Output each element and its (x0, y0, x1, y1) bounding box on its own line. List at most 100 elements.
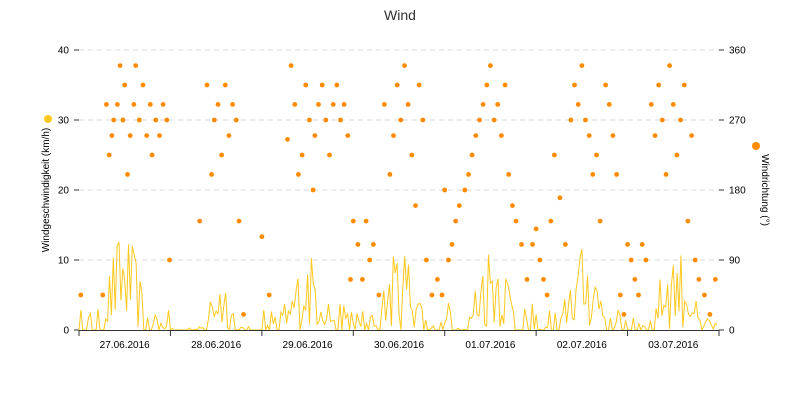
direction-point (548, 218, 554, 224)
direction-point (453, 218, 459, 224)
direction-point (462, 187, 468, 193)
legend (44, 115, 760, 150)
x-tick-label: 03.07.2016 (648, 340, 698, 351)
direction-point (544, 292, 550, 298)
direction-point (617, 292, 623, 298)
direction-point (449, 242, 455, 247)
direction-point (147, 102, 153, 107)
direction-point (663, 172, 669, 177)
direction-point (502, 82, 508, 88)
direction-point (563, 242, 568, 247)
legend-direction-marker (752, 142, 760, 150)
direction-point (222, 82, 228, 88)
grid-lines (79, 49, 719, 261)
direction-point (104, 102, 109, 107)
direction-point (442, 187, 448, 193)
y-left-tick-label: 40 (58, 46, 70, 57)
direction-point (510, 203, 515, 209)
direction-point (348, 277, 353, 282)
direction-point (376, 292, 382, 298)
direction-point (398, 117, 404, 123)
direction-point (685, 218, 691, 224)
direction-point (621, 312, 627, 317)
direction-point (469, 152, 475, 158)
direction-point (429, 292, 435, 298)
y-left-tick-label: 0 (63, 326, 69, 337)
direction-point (350, 218, 356, 224)
direction-point (537, 257, 543, 263)
direction-point (484, 82, 490, 88)
direction-point (667, 63, 672, 68)
direction-point (541, 277, 546, 282)
speed-line (78, 241, 718, 332)
x-tick-label: 01.07.2016 (465, 340, 515, 351)
direction-point (439, 292, 445, 298)
direction-point (557, 195, 563, 201)
direction-point (499, 133, 504, 139)
direction-point (597, 218, 603, 224)
direction-point (100, 292, 106, 298)
direction-point (307, 117, 312, 123)
direction-point (477, 117, 482, 123)
x-tick-label: 27.06.2016 (100, 340, 150, 351)
y-left-tick-label: 20 (58, 186, 70, 197)
direction-point (204, 82, 210, 88)
direction-series (78, 63, 718, 317)
direction-point (488, 63, 493, 68)
direction-point (345, 133, 351, 139)
direction-point (285, 137, 290, 142)
direction-point (639, 242, 645, 247)
direction-point (652, 133, 658, 139)
y-right-axis-title: Windrichtung (°) (759, 154, 770, 226)
direction-point (579, 63, 585, 68)
direction-point (594, 152, 599, 158)
direction-point (259, 234, 265, 240)
x-tick-label: 29.06.2016 (283, 340, 333, 351)
direction-point (628, 257, 634, 263)
direction-point (211, 117, 217, 123)
direction-point (266, 292, 272, 298)
left-axis-ticks: 0 10 20 30 40 (58, 46, 79, 337)
direction-point (106, 152, 112, 158)
direction-point (299, 152, 305, 158)
direction-point (327, 152, 332, 158)
direction-point (209, 172, 215, 177)
speed-series (78, 241, 718, 332)
direction-point (568, 117, 574, 123)
x-tick-label: 30.06.2016 (374, 340, 424, 351)
direction-point (111, 117, 117, 123)
direction-point (506, 172, 512, 177)
direction-point (127, 133, 133, 139)
direction-point (219, 152, 225, 158)
direction-point (656, 82, 662, 88)
direction-point (316, 102, 321, 107)
direction-point (513, 218, 519, 224)
direction-point (678, 117, 683, 123)
direction-point (696, 277, 702, 282)
chart-title: Wind (384, 7, 416, 23)
direction-point (78, 292, 84, 298)
direction-point (160, 102, 166, 107)
direction-point (288, 63, 294, 68)
direction-point (310, 187, 316, 193)
direction-point (524, 277, 530, 282)
direction-point (355, 242, 361, 247)
y-left-tick-label: 30 (58, 116, 70, 127)
direction-point (117, 63, 123, 68)
direction-point (480, 102, 486, 107)
direction-point (586, 133, 592, 139)
right-axis-ticks: 0 90 180 270 360 (719, 46, 746, 337)
direction-point (625, 242, 630, 247)
direction-point (109, 133, 115, 139)
direction-point (583, 117, 588, 123)
direction-point (144, 133, 150, 139)
direction-point (338, 117, 343, 123)
x-tick-label: 28.06.2016 (191, 340, 241, 351)
direction-point (533, 226, 539, 232)
direction-point (491, 117, 497, 123)
direction-point (125, 172, 130, 177)
direction-point (643, 257, 649, 263)
direction-point (446, 257, 451, 263)
direction-point (702, 292, 707, 298)
